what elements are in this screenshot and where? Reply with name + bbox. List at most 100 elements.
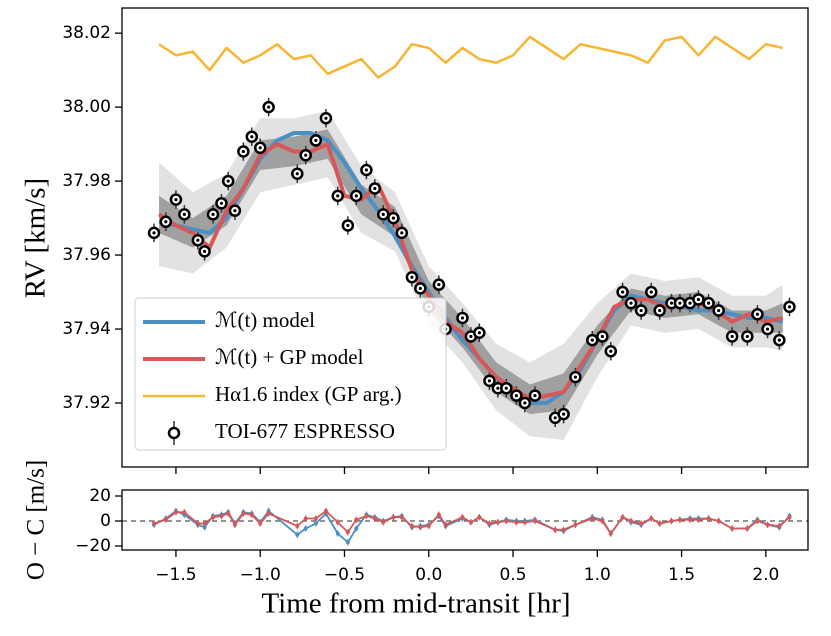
residual-point	[443, 522, 448, 527]
data-point-center	[755, 312, 760, 316]
data-point-center	[688, 301, 692, 305]
residual-point	[688, 517, 693, 522]
x-tick-label: −0.5	[324, 565, 365, 585]
residual-point	[608, 531, 613, 536]
data-point-center	[295, 172, 299, 176]
data-point-center	[354, 194, 358, 198]
residual-point	[323, 509, 328, 513]
data-point-center	[469, 334, 473, 339]
y-tick-label: 0	[100, 511, 111, 531]
residual-point	[364, 514, 369, 518]
residual-point	[600, 519, 605, 523]
data-point-center	[373, 186, 377, 191]
residual-point	[677, 517, 682, 522]
data-point-center	[553, 416, 557, 420]
x-tick-label: 0.0	[415, 565, 442, 585]
data-point-center	[336, 194, 340, 198]
x-tick-label: 0.5	[500, 565, 527, 585]
residual-point	[418, 525, 423, 530]
data-point-center	[304, 153, 308, 157]
residual-point	[730, 526, 735, 531]
data-point-center	[219, 201, 224, 205]
data-point-center	[250, 135, 254, 139]
data-point-center	[514, 394, 519, 398]
residual-point	[777, 524, 782, 528]
data-point-center	[573, 375, 578, 379]
data-point-center	[241, 149, 245, 154]
residual-point	[504, 519, 509, 523]
residual-point	[460, 515, 465, 520]
data-point-center	[600, 334, 604, 339]
data-point-center	[460, 316, 465, 320]
data-point-center	[745, 334, 749, 339]
residual-point	[522, 520, 527, 525]
residual-point	[202, 525, 207, 530]
residual-point	[716, 519, 721, 523]
data-point-center	[533, 394, 537, 398]
data-point-center	[590, 338, 594, 342]
data-point-center	[226, 179, 230, 183]
residual-point	[335, 531, 340, 536]
gp-band	[159, 129, 783, 415]
data-point-center	[211, 212, 215, 216]
residual-point	[241, 511, 246, 516]
data-point-center	[669, 301, 674, 305]
data-point-center	[496, 386, 500, 390]
residual-point	[629, 519, 634, 523]
gp-band	[159, 110, 783, 441]
legend-swatch	[167, 426, 181, 440]
data-point-center	[777, 338, 781, 342]
data-point-center	[314, 138, 318, 143]
legend-label: ℳ(t) model	[215, 308, 315, 332]
data-point-center	[787, 305, 792, 309]
data-point-center	[649, 290, 653, 294]
data-point-center	[487, 379, 492, 383]
residual-point	[706, 516, 711, 521]
legend-label: ℳ(t) + GP model	[215, 345, 364, 369]
residual-point	[295, 524, 300, 528]
legend-label: Hα1.6 index (GP arg.)	[215, 382, 402, 406]
residual-line	[153, 509, 791, 544]
residual-point	[532, 519, 537, 523]
residual-point	[354, 526, 359, 531]
data-point-center	[164, 220, 168, 224]
data-point-center	[233, 209, 237, 213]
residual-point	[639, 521, 644, 526]
residual-point	[436, 512, 441, 517]
residual-point	[372, 516, 377, 521]
residual-point	[163, 517, 168, 522]
residual-point	[345, 530, 350, 535]
legend-label: TOI-677 ESPRESSO	[215, 419, 395, 443]
data-point-center	[174, 197, 178, 202]
residual-point	[649, 516, 654, 521]
plot-frame	[121, 7, 809, 468]
data-point-center	[639, 308, 643, 313]
data-point-center	[391, 216, 395, 220]
residual-point	[152, 521, 157, 526]
model-line	[158, 35, 783, 79]
data-point-center	[609, 349, 613, 353]
data-point-center	[562, 412, 566, 416]
residual-point	[495, 520, 500, 525]
residual-point	[303, 516, 308, 521]
data-point-center	[477, 331, 481, 335]
residual-point	[426, 524, 431, 528]
residual-point	[399, 515, 404, 520]
residual-point	[409, 524, 414, 528]
data-point-center	[523, 401, 527, 405]
data-point-center	[696, 297, 701, 302]
data-point-center	[324, 116, 328, 120]
y-axis-label: RV [km/s]	[20, 178, 52, 298]
residual-point	[211, 515, 216, 520]
residual-point	[487, 521, 492, 526]
data-point-center	[765, 327, 770, 331]
y-tick-label: 38.02	[62, 23, 111, 43]
residual-point	[354, 517, 359, 522]
residual-point	[620, 515, 625, 520]
data-point-center	[410, 275, 414, 279]
residual-point	[787, 515, 792, 520]
residual-point	[313, 521, 318, 526]
residual-point	[335, 520, 340, 525]
residual-point	[219, 514, 224, 518]
